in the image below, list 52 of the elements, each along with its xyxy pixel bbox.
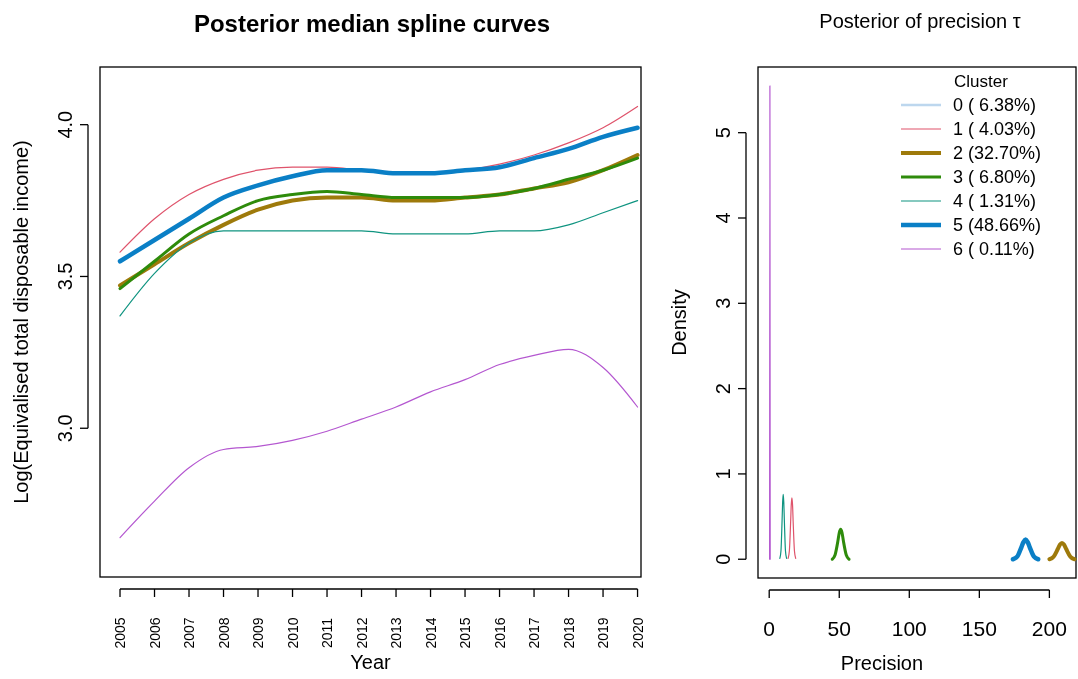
x-tick-label: 2009 bbox=[250, 617, 267, 649]
y-tick-label: 3.0 bbox=[54, 414, 76, 443]
chart-title: Posterior of precision τ bbox=[819, 10, 1021, 32]
legend-label: 4 ( 1.31%) bbox=[953, 191, 1037, 211]
x-tick-label: 2013 bbox=[388, 617, 405, 649]
line-series bbox=[1047, 541, 1077, 562]
x-tick-label: 2011 bbox=[319, 617, 336, 649]
x-axis-title: Precision bbox=[840, 652, 924, 674]
y-tick-label: 4 bbox=[712, 212, 734, 224]
x-tick-label: 2006 bbox=[146, 617, 163, 649]
legend-label: 6 ( 0.11%) bbox=[953, 239, 1035, 259]
line-series bbox=[787, 497, 797, 559]
x-tick-label: 100 bbox=[891, 617, 927, 640]
x-tick-label: 2008 bbox=[215, 617, 232, 649]
y-tick-label: 3 bbox=[712, 297, 734, 309]
y-tick-label: 4.0 bbox=[54, 110, 76, 139]
line-series bbox=[1010, 537, 1041, 562]
x-tick-label: 2012 bbox=[353, 617, 370, 649]
legend-label: 3 ( 6.80%) bbox=[953, 167, 1037, 187]
legend-label: 0 ( 6.38%) bbox=[953, 95, 1037, 115]
y-tick-label: 1 bbox=[712, 468, 734, 480]
line-series bbox=[119, 199, 639, 317]
line-series bbox=[779, 493, 788, 559]
legend-label: 5 (48.66%) bbox=[953, 215, 1042, 235]
x-tick-label: 2015 bbox=[457, 617, 474, 649]
y-tick-label: 2 bbox=[712, 383, 734, 395]
line-series bbox=[830, 527, 851, 561]
x-tick-label: 0 bbox=[763, 617, 776, 640]
chart-title: Posterior median spline curves bbox=[193, 10, 551, 37]
y-tick-label: 5 bbox=[712, 127, 734, 139]
x-tick-label: 2017 bbox=[526, 617, 543, 649]
y-axis-title: Density bbox=[668, 289, 690, 356]
x-tick-label: 2019 bbox=[595, 617, 612, 649]
x-axis-title: Year bbox=[350, 651, 392, 673]
x-tick-label: 50 bbox=[827, 617, 851, 640]
x-tick-label: 2014 bbox=[422, 617, 439, 649]
x-tick-label: 2005 bbox=[112, 617, 129, 649]
y-axis-title: Log(Equivalised total disposable income) bbox=[10, 140, 32, 504]
line-series bbox=[117, 125, 640, 264]
legend-title: Cluster bbox=[954, 72, 1009, 91]
x-tick-label: 200 bbox=[1031, 617, 1067, 640]
legend-label: 1 ( 4.03%) bbox=[953, 119, 1037, 139]
x-tick-label: 2010 bbox=[284, 617, 301, 649]
x-tick-label: 2020 bbox=[629, 617, 646, 649]
legend-label: 2 (32.70%) bbox=[953, 143, 1042, 163]
x-tick-label: 2007 bbox=[181, 617, 198, 649]
y-tick-label: 0 bbox=[712, 553, 734, 565]
line-series bbox=[119, 348, 639, 539]
y-tick-label: 3.5 bbox=[54, 262, 76, 291]
x-tick-label: 150 bbox=[961, 617, 997, 640]
x-tick-label: 2016 bbox=[491, 617, 508, 649]
x-tick-label: 2018 bbox=[560, 617, 577, 649]
